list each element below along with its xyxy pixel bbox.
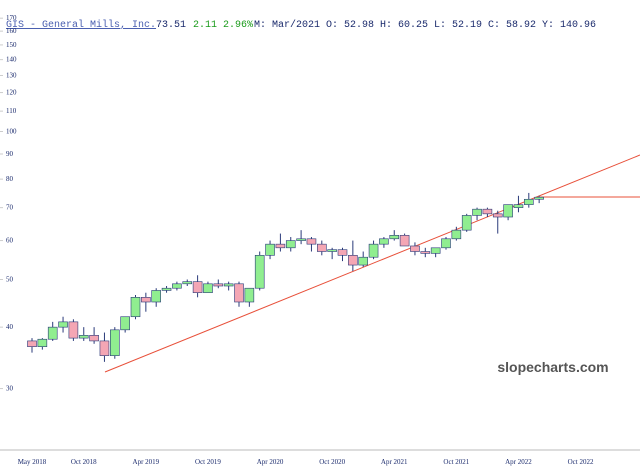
candle-body xyxy=(482,208,493,215)
y-tick-label: 120 xyxy=(6,89,17,97)
x-tick-label: May 2018 xyxy=(18,458,47,466)
candle-body xyxy=(430,247,441,254)
candle-body xyxy=(410,245,420,252)
candle-body xyxy=(78,335,89,339)
candle-body xyxy=(513,204,524,208)
candle-body xyxy=(172,283,182,289)
x-tick-label: Apr 2022 xyxy=(505,458,532,466)
candle-body xyxy=(296,238,306,241)
y-tick-label: 110 xyxy=(6,107,17,115)
candle-body xyxy=(27,340,37,347)
candle-body xyxy=(120,316,130,331)
candle-body xyxy=(161,287,172,291)
candle-body xyxy=(368,243,379,258)
y-tick-label: 70 xyxy=(6,204,14,212)
candle-body xyxy=(451,229,462,240)
candle-body xyxy=(203,283,213,294)
x-tick-label: Oct 2022 xyxy=(568,458,594,466)
candle-body xyxy=(265,243,275,256)
candle-body xyxy=(523,198,534,205)
chart-title: GIS - General Mills, Inc. xyxy=(6,19,156,31)
candle-body xyxy=(47,326,58,340)
y-tick-label: 160 xyxy=(6,27,17,35)
candle-body xyxy=(223,283,234,287)
y-tick-label: 30 xyxy=(6,385,14,393)
candle-body xyxy=(534,196,544,200)
candle-body xyxy=(58,321,68,328)
candle-body xyxy=(99,340,110,356)
candle-body xyxy=(306,238,317,245)
candle-body xyxy=(389,234,400,240)
x-tick-label: Apr 2021 xyxy=(381,458,408,466)
trend-line xyxy=(104,154,640,373)
x-tick-label: Oct 2020 xyxy=(319,458,345,466)
last-price: 73.51 xyxy=(156,20,186,31)
y-tick-label: 170 xyxy=(6,14,17,22)
y-tick-label: 130 xyxy=(6,71,17,79)
x-tick-label: Apr 2020 xyxy=(257,458,284,466)
x-tick-label: Oct 2019 xyxy=(195,458,221,466)
candle-body xyxy=(151,290,161,303)
x-tick-label: Apr 2019 xyxy=(133,458,160,466)
candle-body xyxy=(110,329,120,356)
candle-body xyxy=(213,283,224,287)
y-tick-label: 150 xyxy=(6,41,17,49)
candle-body xyxy=(275,243,286,249)
y-tick-label: 140 xyxy=(6,56,17,64)
candle-body xyxy=(358,256,369,266)
ohlc-details: M: Mar/2021 O: 52.98 H: 60.25 L: 52.19 C… xyxy=(254,19,596,31)
candle-body xyxy=(472,208,482,216)
candle-body xyxy=(244,287,255,303)
candle-body xyxy=(130,297,141,318)
candle-body xyxy=(234,283,244,303)
candle-body xyxy=(68,321,79,339)
candle-body xyxy=(37,338,48,347)
candle-body xyxy=(503,204,513,218)
y-tick-label: 50 xyxy=(6,275,14,283)
y-tick-label: 40 xyxy=(6,323,14,331)
price-change: 2.11 2.96% xyxy=(193,20,253,31)
candle-body xyxy=(254,254,265,289)
y-tick-label: 60 xyxy=(6,237,14,245)
candle-body xyxy=(192,281,203,294)
candle-body xyxy=(141,297,151,303)
candle-body xyxy=(441,238,451,249)
x-tick-label: Oct 2021 xyxy=(443,458,469,466)
x-tick-label: Oct 2018 xyxy=(71,458,97,466)
candle-body xyxy=(492,213,503,218)
candle-body xyxy=(420,251,431,254)
y-tick-label: 100 xyxy=(6,127,17,135)
candle-body xyxy=(327,249,337,252)
candle-body xyxy=(348,254,358,266)
candle-body xyxy=(285,240,296,249)
candle-body xyxy=(316,243,327,252)
y-tick-label: 80 xyxy=(6,175,14,183)
candle-body xyxy=(182,281,193,285)
candle-body xyxy=(461,215,472,231)
candle-body xyxy=(89,335,99,342)
candle-body xyxy=(337,249,348,256)
y-tick-label: 90 xyxy=(6,150,14,158)
candle-body xyxy=(379,238,389,245)
candle-body xyxy=(399,234,410,247)
watermark: slopecharts.com xyxy=(497,359,608,375)
